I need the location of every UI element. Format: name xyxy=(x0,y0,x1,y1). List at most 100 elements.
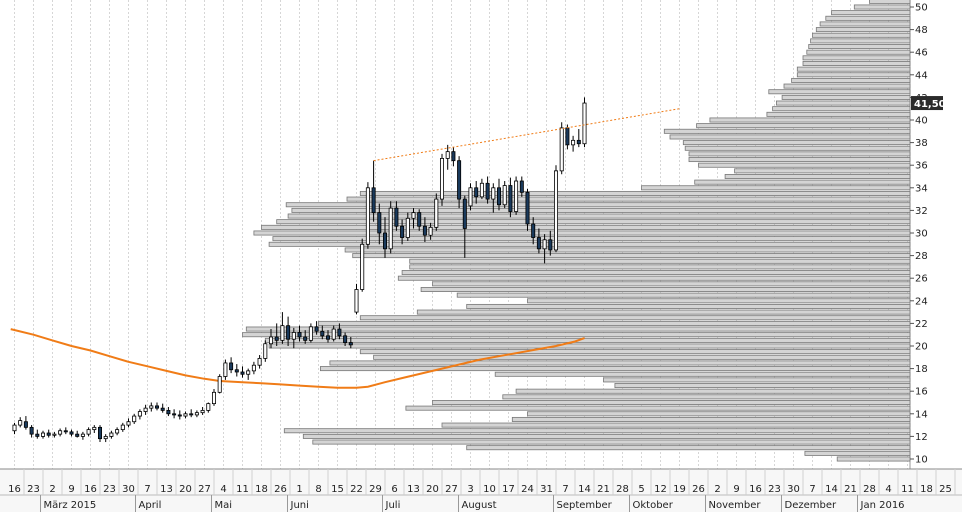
candle-body xyxy=(417,212,422,227)
candle-body xyxy=(46,432,51,436)
candle-body xyxy=(234,369,239,373)
x-axis: 16 23 2 9 16 23 30 7 13 20 27 4 11 18 26 1 8 15 22 29 6 13 20 2… xyxy=(0,468,962,512)
y-tick-label: 24 xyxy=(915,296,928,307)
candle xyxy=(303,330,308,344)
y-tick-label: 36 xyxy=(915,161,928,172)
x-tick-label: 14 xyxy=(825,484,838,495)
candle-body xyxy=(331,328,336,340)
candle xyxy=(491,183,496,213)
x-tick-label: 26 xyxy=(274,484,287,495)
candle-body xyxy=(143,407,148,412)
candle xyxy=(479,178,484,200)
candle-body xyxy=(200,410,205,414)
candlestick-series xyxy=(12,97,587,443)
candle-body xyxy=(405,217,410,238)
candle xyxy=(103,434,108,443)
candle-body xyxy=(297,332,302,338)
candle-body xyxy=(514,180,519,212)
candle xyxy=(229,357,234,374)
candle xyxy=(189,409,194,418)
candle-body xyxy=(582,102,587,145)
x-tick-label: 4 xyxy=(220,484,226,495)
volume-profile-bar xyxy=(709,117,911,123)
candle xyxy=(234,364,239,377)
x-tick-label: 13 xyxy=(407,484,420,495)
candle xyxy=(223,359,228,380)
x-tick-label: 21 xyxy=(844,484,857,495)
x-tick-label: 25 xyxy=(939,484,952,495)
volume-profile-bar xyxy=(302,433,911,439)
x-month-label: April xyxy=(139,500,162,511)
candle xyxy=(120,422,125,432)
volume-profile-bar xyxy=(405,405,911,411)
candle xyxy=(439,153,444,206)
x-tick-label: 12 xyxy=(654,484,667,495)
volume-profile-bar xyxy=(272,236,911,242)
candle-body xyxy=(468,187,473,207)
candle-body xyxy=(103,435,108,440)
candle-body xyxy=(400,225,405,238)
x-tick-label: 9 xyxy=(68,484,74,495)
volume-profile-bar xyxy=(688,157,911,163)
x-tick-label: 7 xyxy=(562,484,568,495)
candle xyxy=(348,336,353,349)
candle-body xyxy=(303,336,308,341)
volume-profile-bar xyxy=(853,4,911,10)
volume-profile-bar xyxy=(268,241,911,247)
volume-profile-bar xyxy=(791,77,911,83)
candle-body xyxy=(382,232,387,250)
candle xyxy=(496,178,501,211)
volume-profile-bar xyxy=(344,247,911,253)
candle-body xyxy=(92,426,97,431)
candle-body xyxy=(263,343,268,359)
volume-profile-bar xyxy=(724,174,911,179)
candle-body xyxy=(496,187,501,206)
candle-body xyxy=(58,430,63,435)
volume-profile-bar xyxy=(456,292,911,298)
y-tick-label: 40 xyxy=(915,116,928,127)
candle xyxy=(337,323,342,340)
candle xyxy=(52,431,57,438)
x-tick-label: 2 xyxy=(714,484,720,495)
candle-body xyxy=(172,413,177,416)
moving-average-line xyxy=(10,328,585,389)
candle xyxy=(58,428,63,437)
volume-profile-bar xyxy=(420,287,911,292)
candle-body xyxy=(377,212,382,234)
candle xyxy=(206,402,211,413)
x-tick-label: 30 xyxy=(787,484,800,495)
volume-profile-bar xyxy=(836,456,911,462)
candle xyxy=(536,228,541,254)
candle xyxy=(525,188,530,231)
x-tick-label: 28 xyxy=(863,484,876,495)
candle-body xyxy=(211,391,216,405)
volume-profile-bar xyxy=(253,230,911,236)
volume-profile-bar xyxy=(352,253,911,259)
volume-profile-bar xyxy=(494,371,911,377)
y-tick-label: 30 xyxy=(915,229,928,240)
candle-body xyxy=(348,342,353,346)
candle-body xyxy=(422,225,427,236)
candle xyxy=(405,212,410,241)
volume-profile-bar xyxy=(502,394,911,400)
x-tick-label: 17 xyxy=(502,484,515,495)
y-tick-label: 14 xyxy=(915,409,928,420)
candle-body xyxy=(291,332,296,340)
x-tick-label: 2 xyxy=(49,484,55,495)
x-month-label: Dezember xyxy=(785,500,837,511)
y-tick-label: 20 xyxy=(915,342,928,353)
volume-profile-bar xyxy=(825,15,911,21)
volume-profile-bar xyxy=(768,89,911,95)
candle-body xyxy=(217,376,222,393)
volume-profile-bar xyxy=(669,134,911,140)
candle-body xyxy=(325,335,330,340)
y-tick-label: 32 xyxy=(915,206,928,217)
last-price-label: 41,50 xyxy=(914,99,946,110)
candle-body xyxy=(23,421,28,428)
x-tick-label: 30 xyxy=(122,484,135,495)
candle xyxy=(183,411,188,419)
candle xyxy=(172,409,177,419)
candle xyxy=(217,374,222,394)
candle xyxy=(365,182,370,249)
candle xyxy=(422,217,427,243)
